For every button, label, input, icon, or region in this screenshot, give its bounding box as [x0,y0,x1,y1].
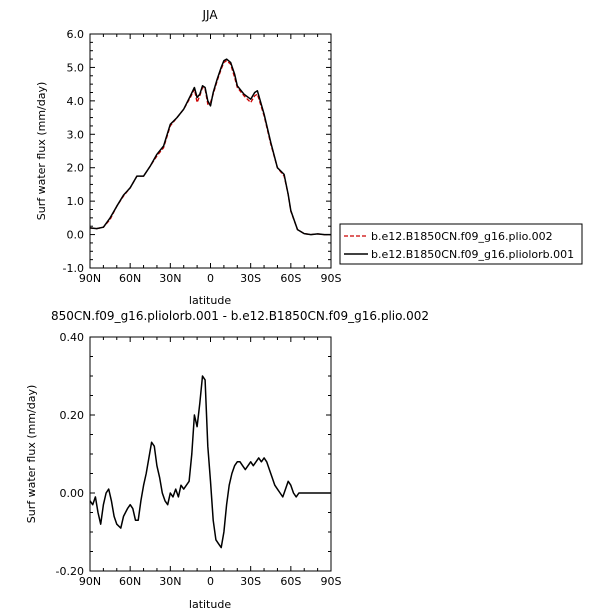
difference-line [89,375,331,549]
bottom-chart-xtick-label: 0 [207,575,214,588]
top-chart-xtick-label: 30S [240,272,261,285]
bottom-chart-ylabel: Surf water flux (mm/day) [25,385,38,524]
bottom-chart: 850CN.f09_g16.pliolorb.001 - b.e12.B1850… [25,309,429,611]
top-chart-ytick-label: 1.0 [67,195,85,208]
bottom-chart-ytick-label: 0.40 [60,331,85,344]
legend-label-pliolorb: b.e12.B1850CN.f09_g16.pliolorb.001 [371,248,574,261]
bottom-chart-xtick-label: 90S [321,575,342,588]
top-chart-series [89,58,331,236]
bottom-chart-xtick-label: 90N [79,575,101,588]
top-chart-ytick-label: -1.0 [63,262,84,275]
top-chart-ytick-label: 3.0 [67,128,85,141]
bottom-chart-ytick-label: 0.00 [60,487,85,500]
top-chart-xlabel: latitude [189,294,231,307]
legend-label-plio: b.e12.B1850CN.f09_g16.plio.002 [371,230,553,243]
legend: b.e12.B1850CN.f09_g16.plio.002 b.e12.B18… [339,223,583,265]
bottom-chart-series [89,375,331,549]
series-pliolorb-line [89,58,331,236]
bottom-chart-ytick-label: -0.20 [56,565,84,578]
top-chart-ytick-label: 5.0 [67,61,85,74]
series-plio-line [89,60,331,236]
top-chart-xtick-label: 0 [207,272,214,285]
bottom-chart-ticks: 90N 60N 30N 0 30S 60S 90S -0.20 0.00 0.20 0.40 [56,331,342,588]
top-chart-ylabel: Surf water flux (mm/day) [35,82,48,221]
bottom-chart-xtick-label: 60S [280,575,301,588]
top-chart: JJA Surf water flux (mm/day) latitude 90… [35,8,342,307]
legend-box [339,223,583,265]
top-chart-xtick-label: 60N [119,272,141,285]
top-chart-xtick-label: 30N [159,272,181,285]
top-chart-xtick-label: 90S [321,272,342,285]
top-chart-xtick-label: 90N [79,272,101,285]
bottom-chart-ytick-label: 0.20 [60,409,85,422]
top-chart-ytick-label: 4.0 [67,95,85,108]
top-chart-frame [89,33,332,269]
bottom-chart-title: 850CN.f09_g16.pliolorb.001 - b.e12.B1850… [51,309,429,323]
top-chart-ytick-label: 0.0 [67,229,85,242]
bottom-chart-xlabel: latitude [189,598,231,611]
top-chart-ytick-label: 6.0 [67,28,85,41]
bottom-chart-xtick-label: 60N [119,575,141,588]
bottom-chart-xtick-label: 30N [159,575,181,588]
bottom-chart-frame [89,336,332,572]
top-chart-ytick-label: 2.0 [67,162,85,175]
top-chart-xtick-label: 60S [280,272,301,285]
top-chart-title: JJA [201,8,218,22]
bottom-chart-xtick-label: 30S [240,575,261,588]
top-chart-ticks: 90N 60N 30N 0 30S 60S 90S -1.0 0.0 1.0 2.0 3.0 4.0 5.… [63,28,342,285]
